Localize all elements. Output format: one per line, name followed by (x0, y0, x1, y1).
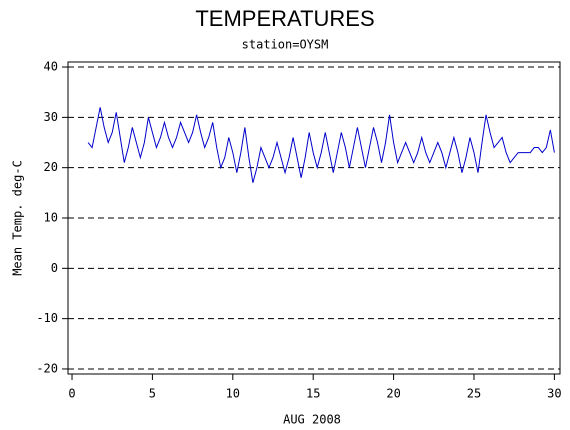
x-axis-label: AUG 2008 (283, 413, 341, 427)
y-tick-label: -10 (36, 311, 58, 325)
chart-title: TEMPERATURES (195, 6, 374, 31)
x-tick-label: 15 (306, 387, 320, 401)
y-tick-label: 10 (44, 211, 58, 225)
x-tick-label: 10 (226, 387, 240, 401)
x-tick-label: 25 (467, 387, 481, 401)
x-tick-label: 20 (386, 387, 400, 401)
x-tick-label: 0 (68, 387, 75, 401)
y-axis-label: Mean Temp. deg-C (11, 160, 25, 276)
y-tick-label: -20 (36, 361, 58, 375)
y-tick-label: 0 (51, 261, 58, 275)
x-tick-label: 30 (547, 387, 561, 401)
x-tick-label: 5 (149, 387, 156, 401)
y-tick-label: 40 (44, 60, 58, 74)
data-line (87, 107, 555, 183)
y-tick-label: 20 (44, 160, 58, 174)
chart-subtitle: station=OYSM (242, 38, 329, 52)
y-tick-label: 30 (44, 110, 58, 124)
